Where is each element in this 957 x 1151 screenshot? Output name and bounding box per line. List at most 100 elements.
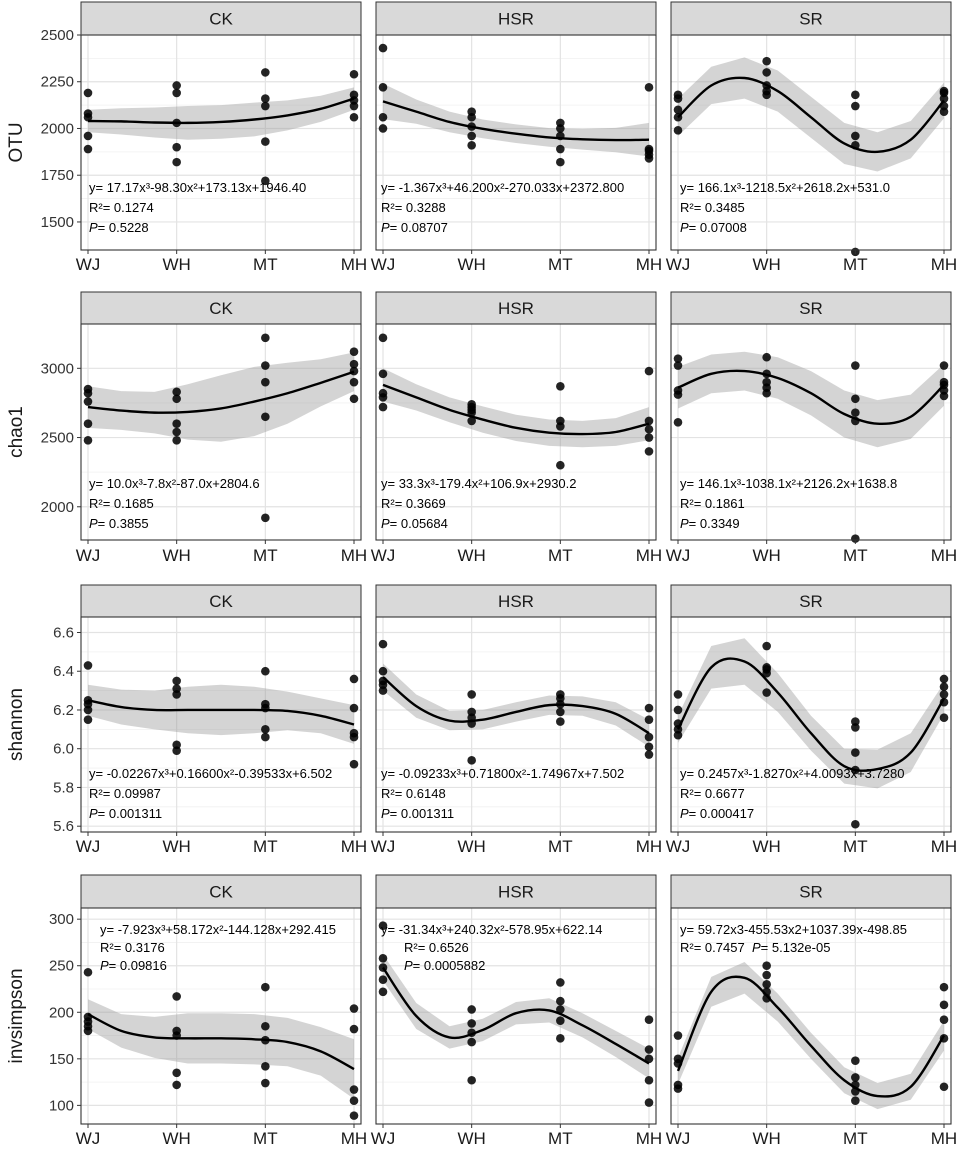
- data-point: [673, 1054, 683, 1064]
- fit-curve: [676, 975, 946, 1098]
- x-tick-label: WH: [163, 837, 191, 856]
- facet-strip-label: SR: [799, 883, 823, 902]
- fit-curve: [382, 676, 650, 735]
- x-tick-label: WJ: [666, 546, 691, 565]
- data-point: [556, 157, 565, 167]
- x-tick-label: MH: [636, 255, 662, 274]
- panel-border: [670, 616, 952, 833]
- facet-strip: [375, 1, 657, 36]
- data-point: [644, 750, 654, 759]
- data-point: [261, 732, 270, 742]
- data-point: [556, 978, 565, 987]
- data-point: [939, 86, 949, 96]
- data-point: [261, 361, 270, 370]
- data-point: [851, 717, 860, 726]
- data-point: [644, 1098, 654, 1107]
- data-point: [83, 419, 93, 428]
- data-point: [83, 661, 93, 670]
- r-squared: R²= 0.1685: [89, 496, 154, 511]
- data-point: [172, 1026, 181, 1036]
- fit-curve: [87, 370, 355, 414]
- facet-strip-label: HSR: [498, 883, 534, 902]
- fit-curve: [87, 1013, 355, 1071]
- x-tick-label: WJ: [76, 255, 101, 274]
- regression-equation: y= -0.02267x³+0.16600x²-0.39533x+6.502: [89, 766, 332, 781]
- data-point: [83, 384, 93, 394]
- data-point: [939, 377, 949, 387]
- regression-equation: y= 17.17x³-98.30x²+173.13x+1946.40: [89, 180, 306, 195]
- data-point: [673, 126, 683, 135]
- y-axis-label: chao1: [6, 406, 27, 458]
- data-point: [851, 131, 860, 141]
- x-tick-label: MT: [843, 546, 868, 565]
- data-point: [556, 690, 565, 699]
- fit-curve: [382, 383, 650, 436]
- data-point: [261, 176, 270, 186]
- data-point: [851, 361, 860, 370]
- panel-border: [375, 907, 657, 1125]
- r-squared: R²= 0.3288: [381, 200, 446, 215]
- data-point: [939, 674, 949, 684]
- x-tick-label: MT: [253, 1129, 278, 1148]
- data-point: [644, 742, 654, 752]
- facet-strip-label: HSR: [498, 592, 534, 611]
- data-point: [762, 641, 771, 651]
- data-point: [261, 333, 270, 343]
- data-point: [644, 1015, 654, 1025]
- r-squared: R²= 0.09987: [89, 786, 161, 801]
- y-axis-label: invsimpson: [6, 968, 27, 1063]
- data-point: [172, 157, 181, 167]
- data-point: [644, 83, 654, 92]
- data-point: [939, 690, 949, 699]
- confidence-band: [678, 638, 944, 789]
- panel-border: [80, 616, 362, 833]
- data-point: [172, 436, 181, 445]
- facet-strip-label: SR: [799, 10, 823, 29]
- data-point: [83, 109, 93, 118]
- data-point: [851, 394, 860, 404]
- data-point: [349, 347, 359, 356]
- x-tick-label: WH: [753, 255, 781, 274]
- x-tick-label: MH: [931, 546, 957, 565]
- x-tick-label: WJ: [76, 1129, 101, 1148]
- data-point: [673, 361, 683, 370]
- data-point: [673, 354, 683, 363]
- data-point: [556, 717, 565, 726]
- data-point: [172, 427, 181, 437]
- data-point: [644, 732, 654, 742]
- data-point: [261, 1078, 270, 1088]
- data-point: [556, 1016, 565, 1025]
- data-point: [851, 1096, 860, 1106]
- r-squared: R²= 0.6526: [404, 940, 469, 955]
- data-point: [349, 1004, 359, 1013]
- x-tick-label: WJ: [666, 837, 691, 856]
- confidence-band: [678, 962, 944, 1110]
- data-point: [644, 1045, 654, 1054]
- x-tick-label: WJ: [76, 837, 101, 856]
- regression-equation: y= -31.34x³+240.32x²-578.95x+622.14: [381, 922, 603, 937]
- x-tick-label: WH: [458, 546, 486, 565]
- data-point: [378, 639, 388, 649]
- data-point: [556, 707, 565, 717]
- facet-strip: [80, 584, 362, 618]
- y-tick-label: 2250: [41, 74, 74, 91]
- data-point: [261, 982, 270, 992]
- confidence-band: [88, 684, 354, 744]
- x-tick-label: MH: [931, 1129, 957, 1148]
- p-value: P= 0.09816: [100, 958, 167, 973]
- data-point: [467, 1019, 476, 1028]
- data-point: [378, 921, 388, 930]
- x-tick-label: MT: [253, 546, 278, 565]
- data-point: [261, 94, 270, 103]
- data-point: [83, 88, 93, 98]
- fit-curve: [677, 369, 945, 425]
- data-point: [673, 1031, 683, 1040]
- data-point: [467, 400, 476, 409]
- panel-border: [80, 907, 362, 1125]
- panel-border: [670, 907, 952, 1125]
- y-tick-label: 1500: [41, 214, 74, 231]
- facet-strip-label: CK: [209, 299, 233, 318]
- panel-border: [375, 34, 657, 251]
- data-point: [556, 416, 565, 426]
- data-point: [644, 366, 654, 376]
